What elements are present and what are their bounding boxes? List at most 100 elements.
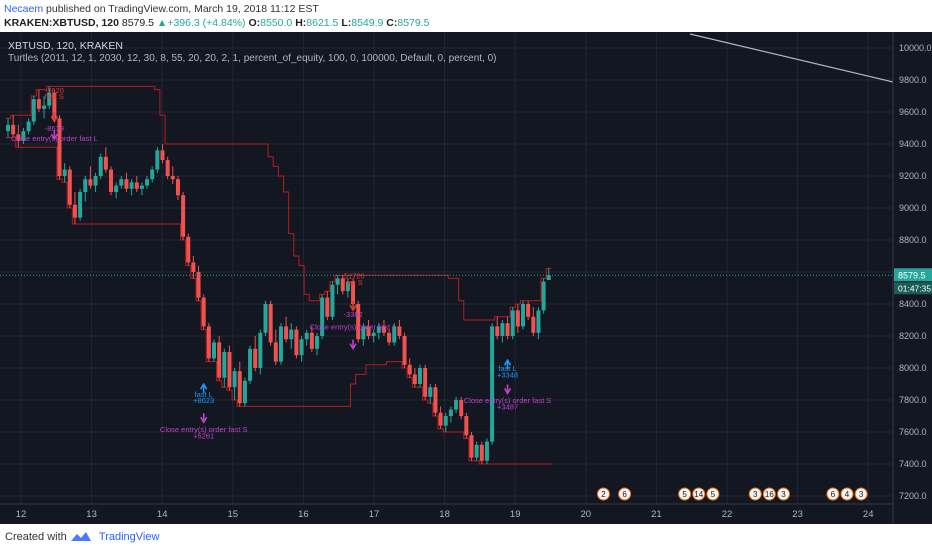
candle[interactable] bbox=[268, 304, 273, 343]
candle[interactable] bbox=[98, 156, 103, 176]
candle[interactable] bbox=[335, 278, 340, 285]
candle[interactable] bbox=[88, 179, 93, 186]
flag-icon[interactable] bbox=[826, 487, 840, 501]
candle[interactable] bbox=[490, 326, 495, 442]
candle[interactable] bbox=[531, 316, 536, 333]
candle[interactable] bbox=[217, 342, 222, 378]
candle[interactable] bbox=[315, 336, 319, 349]
flag-icon[interactable] bbox=[692, 487, 706, 501]
candle[interactable] bbox=[510, 310, 515, 336]
candle[interactable] bbox=[242, 380, 247, 404]
candle[interactable] bbox=[361, 326, 366, 340]
candle[interactable] bbox=[495, 326, 500, 336]
candle[interactable] bbox=[469, 435, 474, 458]
candle[interactable] bbox=[371, 332, 376, 336]
candle[interactable] bbox=[345, 281, 350, 292]
candle[interactable] bbox=[474, 444, 479, 458]
candle[interactable] bbox=[31, 99, 36, 122]
candle[interactable] bbox=[505, 323, 510, 336]
candle[interactable] bbox=[47, 92, 52, 106]
candle[interactable] bbox=[150, 169, 155, 180]
candle[interactable] bbox=[83, 179, 88, 192]
candle[interactable] bbox=[433, 387, 438, 413]
candle[interactable] bbox=[36, 99, 41, 109]
candle[interactable] bbox=[258, 332, 263, 368]
candle[interactable] bbox=[181, 195, 186, 237]
candle[interactable] bbox=[278, 326, 283, 362]
candle[interactable] bbox=[366, 326, 371, 336]
flag-icon[interactable] bbox=[854, 487, 868, 501]
candle[interactable] bbox=[57, 118, 62, 176]
flag-icon[interactable] bbox=[762, 487, 776, 501]
candle[interactable] bbox=[170, 176, 175, 180]
candle[interactable] bbox=[206, 326, 211, 359]
candle[interactable] bbox=[443, 416, 448, 426]
candle[interactable] bbox=[109, 169, 113, 192]
flag-icon[interactable] bbox=[706, 487, 720, 501]
flag-icon[interactable] bbox=[618, 487, 632, 501]
candle[interactable] bbox=[541, 281, 546, 311]
candle[interactable] bbox=[340, 278, 345, 292]
chart-area[interactable]: -8620 fast S -8639 Close entry(s) order fas… bbox=[0, 32, 932, 524]
flag-icon[interactable] bbox=[776, 487, 790, 501]
flag-icon[interactable] bbox=[678, 487, 692, 501]
candle[interactable] bbox=[299, 339, 304, 356]
author-link[interactable]: Necaem bbox=[4, 3, 44, 15]
strategy-legend[interactable]: Turtles (2011, 12, 1, 2030, 12, 30, 8, 5… bbox=[8, 53, 497, 64]
candle[interactable] bbox=[52, 92, 57, 119]
candle[interactable] bbox=[16, 134, 21, 141]
flag-icon[interactable] bbox=[596, 487, 610, 501]
candle[interactable] bbox=[196, 272, 201, 298]
tradingview-link[interactable]: TradingView bbox=[98, 531, 160, 543]
candle[interactable] bbox=[407, 364, 412, 375]
flag-icon[interactable] bbox=[840, 487, 854, 501]
candle[interactable] bbox=[423, 368, 428, 397]
candle[interactable] bbox=[93, 176, 98, 186]
candle[interactable] bbox=[351, 281, 356, 304]
candle[interactable] bbox=[11, 124, 16, 135]
candle[interactable] bbox=[273, 342, 278, 362]
candle[interactable] bbox=[392, 326, 397, 343]
candle[interactable] bbox=[6, 124, 10, 132]
candle[interactable] bbox=[376, 326, 381, 333]
candle[interactable] bbox=[62, 169, 67, 176]
candle[interactable] bbox=[309, 332, 314, 349]
candle[interactable] bbox=[42, 105, 47, 109]
candle[interactable] bbox=[356, 304, 361, 340]
candle[interactable] bbox=[387, 332, 392, 343]
candle[interactable] bbox=[78, 192, 83, 218]
candle[interactable] bbox=[479, 444, 484, 461]
candle[interactable] bbox=[186, 236, 191, 263]
candle[interactable] bbox=[248, 348, 253, 381]
candle[interactable] bbox=[284, 326, 289, 340]
candle[interactable] bbox=[484, 441, 489, 461]
candle[interactable] bbox=[145, 179, 150, 186]
candle[interactable] bbox=[201, 297, 206, 327]
candle[interactable] bbox=[397, 326, 402, 336]
candle[interactable] bbox=[402, 336, 407, 365]
candle[interactable] bbox=[212, 342, 216, 359]
candle[interactable] bbox=[500, 323, 505, 336]
candle[interactable] bbox=[134, 182, 139, 189]
candle[interactable] bbox=[412, 374, 417, 384]
candle[interactable] bbox=[263, 304, 268, 333]
candle[interactable] bbox=[72, 204, 77, 218]
candle[interactable] bbox=[521, 304, 525, 327]
candle[interactable] bbox=[67, 169, 72, 205]
candle[interactable] bbox=[325, 297, 330, 317]
candle[interactable] bbox=[165, 160, 170, 176]
candle[interactable] bbox=[515, 310, 520, 327]
candle[interactable] bbox=[438, 412, 443, 426]
candle[interactable] bbox=[304, 332, 309, 340]
candle[interactable] bbox=[448, 409, 453, 416]
candle[interactable] bbox=[454, 400, 459, 410]
candle[interactable] bbox=[253, 348, 258, 368]
candle[interactable] bbox=[21, 131, 26, 141]
candle[interactable] bbox=[232, 371, 237, 388]
candle[interactable] bbox=[418, 368, 422, 384]
candle[interactable] bbox=[464, 416, 469, 436]
candle[interactable] bbox=[381, 326, 386, 333]
trend-line[interactable] bbox=[689, 33, 894, 83]
candle[interactable] bbox=[330, 284, 335, 317]
